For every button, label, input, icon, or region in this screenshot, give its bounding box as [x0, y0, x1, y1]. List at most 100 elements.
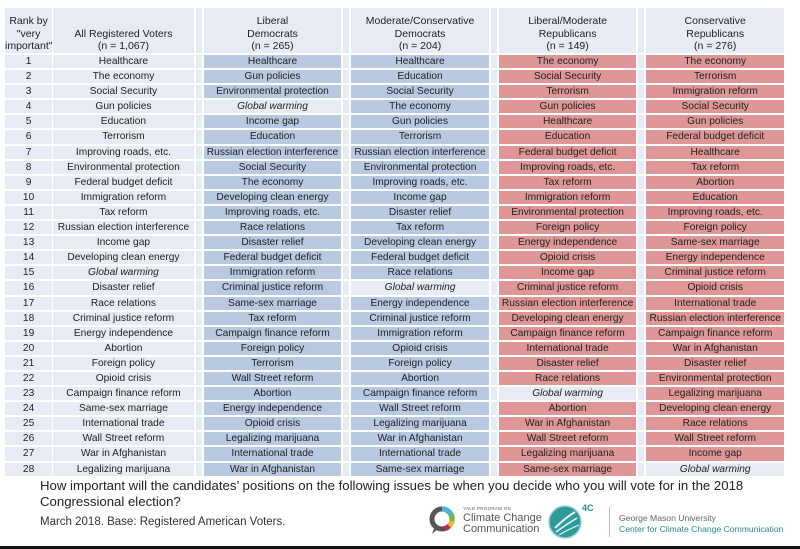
column-spacer: [636, 356, 647, 372]
issue-cell: Abortion: [203, 387, 342, 403]
column-spacer: [193, 130, 204, 146]
issue-cell: Terrorism: [646, 70, 784, 86]
issue-cell: Legalizing marijuana: [203, 432, 342, 448]
column-spacer: [636, 371, 647, 388]
issue-cell: Terrorism: [498, 85, 637, 101]
issue-cell: Energy independence: [498, 236, 637, 252]
column-spacer: [636, 341, 647, 357]
column-spacer: [636, 432, 647, 448]
issue-cell: Wall Street reform: [351, 402, 489, 418]
ycc-program-label: YALE PROGRAM ON: [463, 506, 512, 511]
table-row: 21 Foreign policy Terrorism Foreign policy D…: [5, 356, 784, 372]
issue-cell: Criminal justice reform: [53, 311, 194, 327]
column-spacer: [488, 447, 499, 463]
issue-cell: Disaster relief: [203, 236, 342, 252]
issue-cell: Russian election interference: [203, 145, 342, 161]
issue-cell: Environmental protection: [203, 85, 342, 101]
column-spacer: [488, 236, 499, 252]
table-row: 4 Gun policies Global warming The economy Gu…: [5, 100, 784, 116]
header-line: Republicans: [538, 27, 597, 40]
issue-cell: Opioid crisis: [351, 341, 489, 357]
issue-cell: Education: [646, 190, 784, 206]
column-spacer: [341, 432, 352, 448]
table-row: 3 Social Security Environmental protection…: [5, 85, 784, 101]
issue-cell: Terrorism: [351, 130, 489, 146]
issue-cell: Disaster relief: [498, 356, 637, 372]
rank-cell: 5: [5, 115, 54, 131]
column-spacer: [341, 296, 352, 312]
issue-cell: Immigration reform: [351, 326, 489, 342]
issue-cell: Federal budget deficit: [646, 130, 784, 146]
issue-cell: Environmental protection: [53, 160, 194, 176]
column-spacer: [341, 402, 352, 418]
issue-cell: Foreign policy: [203, 341, 342, 357]
issue-cell: War in Afghanistan: [498, 417, 637, 433]
column-spacer: [488, 221, 499, 237]
ycc-name-line: Communication: [463, 523, 540, 535]
table-body: 1 Healthcare Healthcare Healthcare The econo…: [5, 55, 784, 478]
issue-cell: Disaster relief: [646, 356, 784, 372]
issue-cell: Tax reform: [53, 205, 194, 222]
column-spacer: [636, 8, 647, 55]
column-header-all-voters: All Registered Voters (n = 1,067): [53, 8, 194, 55]
issue-ranking-table: Rank by "very important" All Registered …: [5, 8, 784, 478]
column-spacer: [341, 341, 352, 357]
column-spacer: [636, 70, 647, 86]
column-spacer: [488, 70, 499, 86]
column-spacer: [193, 100, 204, 116]
table-row: 18 Criminal justice reform Tax reform Crimi…: [5, 311, 784, 327]
issue-cell: Improving roads, etc.: [498, 160, 637, 176]
issue-cell: Gun policies: [646, 115, 784, 131]
column-spacer: [193, 462, 204, 478]
issue-cell: Federal budget deficit: [53, 175, 194, 191]
issue-cell: Improving roads, etc.: [351, 175, 489, 191]
column-spacer: [341, 130, 352, 146]
table-row: 5 Education Income gap Gun policies Healthca…: [5, 115, 784, 131]
issue-cell: War in Afghanistan: [203, 462, 342, 478]
column-spacer: [341, 190, 352, 206]
rank-cell: 24: [5, 402, 54, 418]
issue-cell: Social Security: [498, 70, 637, 86]
issue-cell: Disaster relief: [351, 205, 489, 222]
column-header-liberal-democrats: Liberal Democrats (n = 265): [203, 8, 342, 55]
issue-cell: Foreign policy: [646, 221, 784, 237]
column-spacer: [488, 251, 499, 267]
column-spacer: [488, 130, 499, 146]
column-spacer: [488, 281, 499, 297]
column-spacer: [193, 205, 204, 222]
issue-cell: Wall Street reform: [646, 432, 784, 448]
column-spacer: [488, 100, 499, 116]
issue-cell: Legalizing marijuana: [53, 462, 194, 478]
column-spacer: [488, 311, 499, 327]
issue-cell: Gun policies: [351, 115, 489, 131]
column-spacer: [193, 190, 204, 206]
header-line: (n = 1,067): [97, 39, 149, 52]
column-spacer: [636, 160, 647, 176]
issue-cell: Wall Street reform: [203, 371, 342, 388]
issue-cell: Russian election interference: [498, 296, 637, 312]
column-spacer: [636, 221, 647, 237]
column-spacer: [193, 402, 204, 418]
issue-cell: Criminal justice reform: [646, 266, 784, 282]
table-row: 10 Immigration reform Developing clean ene…: [5, 190, 784, 206]
table-row: 8 Environmental protection Social Security…: [5, 160, 784, 176]
table-row: 2 The economy Gun policies Education Social …: [5, 70, 784, 86]
issue-cell: The economy: [646, 55, 784, 71]
column-spacer: [341, 371, 352, 388]
rank-cell: 7: [5, 145, 54, 161]
column-spacer: [488, 160, 499, 176]
header-line: Republicans: [686, 27, 745, 40]
column-header-liberal-moderate-republicans: Liberal/Moderate Republicans (n = 149): [498, 8, 637, 55]
issue-cell: Healthcare: [646, 145, 784, 161]
column-spacer: [341, 175, 352, 191]
issue-cell: Gun policies: [498, 100, 637, 116]
column-spacer: [488, 55, 499, 71]
column-spacer: [488, 326, 499, 342]
issue-cell: Tax reform: [646, 160, 784, 176]
issue-cell: Tax reform: [203, 311, 342, 327]
issue-cell: The economy: [351, 100, 489, 116]
rank-cell: 15: [5, 266, 54, 282]
rank-cell: 13: [5, 236, 54, 252]
table-row: 23 Campaign finance reform Abortion Campaig…: [5, 387, 784, 403]
issue-cell: Education: [53, 115, 194, 131]
